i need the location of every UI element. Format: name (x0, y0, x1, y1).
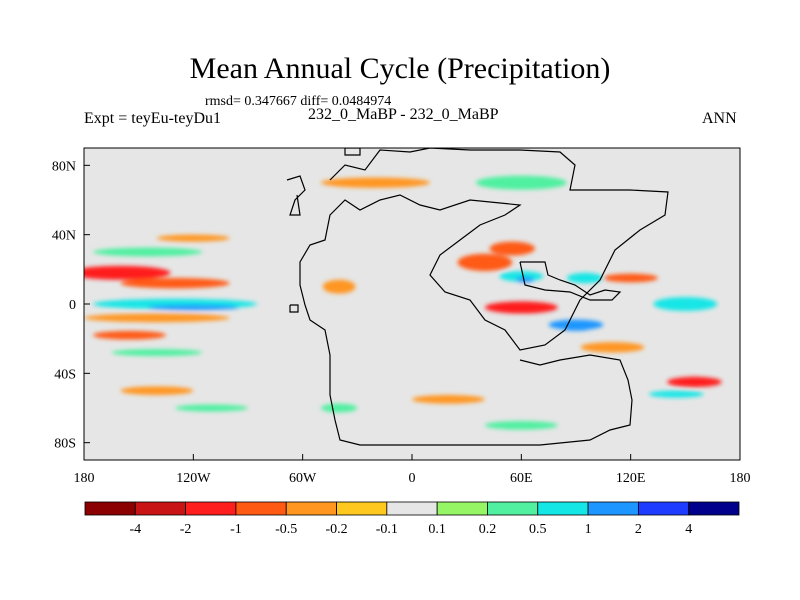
anomaly-patch-9 (320, 177, 431, 188)
field-anomalies (84, 175, 722, 430)
colorbar-swatch-4 (285, 501, 337, 516)
y-tick-label-1: 40N (52, 229, 76, 244)
anomaly-patch-6 (111, 349, 203, 356)
x-tick-label-5: 120E (616, 471, 646, 486)
colorbar-label-10: 2 (635, 522, 642, 537)
anomaly-patch-21 (653, 297, 718, 311)
colorbar-label-11: 4 (685, 522, 692, 537)
colorbar-label-6: 0.1 (428, 522, 446, 537)
anomaly-patch-22 (580, 342, 645, 353)
anomaly-patch-13 (489, 241, 535, 256)
experiment-label: Expt = teyEu-teyDu1 (84, 110, 221, 127)
colorbar-swatch-3 (235, 501, 287, 516)
anomaly-patch-0 (84, 265, 171, 280)
continent-outline (286, 148, 669, 446)
colorbar-label-2: -1 (230, 522, 242, 537)
x-tick-label-2: 60W (289, 471, 317, 486)
anomaly-patch-24 (648, 390, 704, 398)
x-tick-label-6: 180 (730, 471, 751, 486)
anomaly-patch-8 (156, 234, 230, 242)
y-tick-label-0: 80N (52, 159, 76, 174)
colorbar-swatch-11 (637, 501, 690, 516)
anomaly-patch-23 (667, 376, 722, 388)
colorbar-swatch-1 (134, 501, 187, 516)
colorbar-label-4: -0.2 (325, 522, 347, 537)
colorbar-swatch-12 (688, 501, 740, 516)
y-tick-label-2: 0 (69, 298, 76, 313)
season-label: ANN (702, 110, 737, 127)
anomaly-patch-27 (320, 403, 358, 413)
anomaly-patch-16 (566, 272, 604, 284)
y-tick-label-4: 80S (54, 437, 76, 452)
anomaly-patch-7 (93, 247, 203, 257)
colorbar-swatch-9 (537, 501, 589, 516)
colorbar-swatch-7 (436, 501, 488, 516)
anomaly-patch-4 (84, 313, 230, 323)
colorbar-swatch-8 (487, 501, 539, 516)
anomaly-patch-29 (484, 421, 558, 430)
anomaly-patch-25 (120, 386, 194, 395)
colorbar-label-1: -2 (180, 522, 192, 537)
anomaly-patch-12 (457, 253, 513, 272)
y-axis: 80N 40N 0 40S 80S (52, 159, 90, 452)
chart-title: Mean Annual Cycle (Precipitation) (189, 52, 611, 85)
x-tick-label-3: 0 (409, 471, 416, 486)
anomaly-patch-17 (484, 301, 558, 314)
x-tick-label-0: 180 (74, 471, 95, 486)
anomaly-patch-3 (147, 304, 239, 311)
anomaly-patch-15 (515, 277, 535, 283)
anomaly-patch-20 (603, 273, 659, 283)
anomaly-patch-19 (561, 325, 591, 331)
anomaly-patch-10 (475, 175, 567, 190)
colorbar-swatch-2 (185, 501, 237, 516)
colorbar-label-9: 1 (585, 522, 592, 537)
anomaly-patch-28 (412, 395, 485, 404)
colorbar-label-7: 0.2 (479, 522, 497, 537)
x-axis: 180 120W 60W 0 60E 120E 180 (74, 454, 751, 486)
stats-line: rmsd= 0.347667 diff= 0.0484974 (205, 94, 392, 109)
colorbar-swatch-5 (336, 501, 388, 516)
colorbar-label-5: -0.1 (376, 522, 398, 537)
colorbar-swatch-10 (587, 501, 639, 516)
x-tick-label-4: 60E (510, 471, 533, 486)
anomaly-patch-5 (93, 330, 166, 340)
colorbar-label-3: -0.5 (275, 522, 297, 537)
colorbar-label-8: 0.5 (529, 522, 547, 537)
y-tick-label-3: 40S (54, 367, 76, 382)
colorbar-label-0: -4 (129, 522, 141, 537)
case-label: 232_0_MaBP - 232_0_MaBP (308, 106, 499, 123)
colorbar-swatch-6 (386, 501, 438, 516)
anomaly-patch-11 (322, 279, 356, 294)
colorbar: -4 -2 -1 -0.5 -0.2 -0.1 0.1 0.2 0.5 1 2 4 (84, 501, 740, 537)
anomaly-patch-1 (120, 278, 230, 289)
colorbar-swatch-0 (84, 501, 136, 516)
anomaly-patch-26 (175, 404, 248, 412)
x-tick-label-1: 120W (176, 471, 211, 486)
